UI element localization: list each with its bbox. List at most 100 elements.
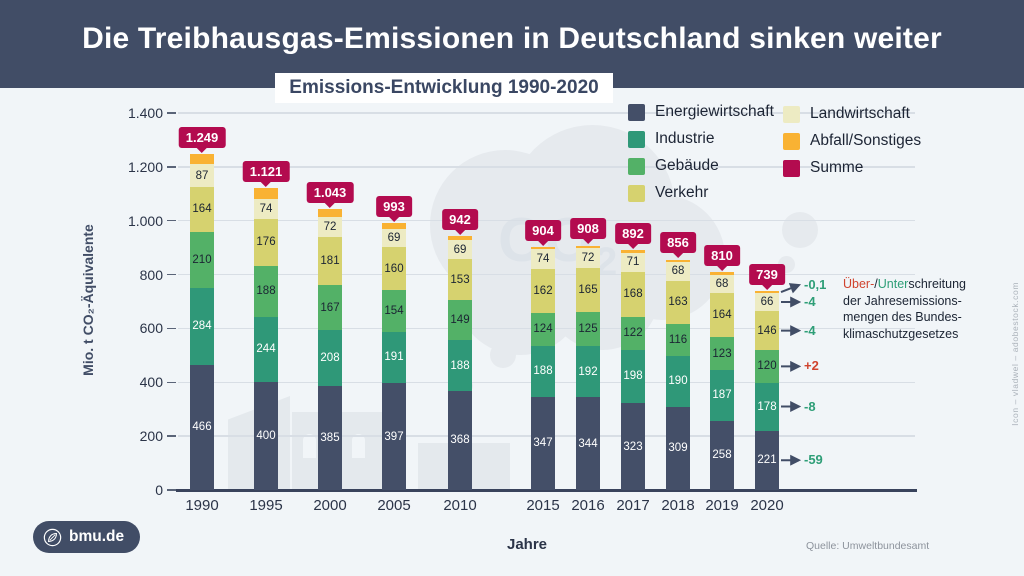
bar-segment: 87 (190, 163, 214, 188)
total-badge: 1.043 (306, 182, 354, 209)
bar-segment: 178 (755, 382, 779, 431)
watermark-cloud-bubble (490, 342, 516, 368)
stacked-bar: 221 178 120 146 66 (755, 291, 779, 490)
bar-segment: 122 (621, 316, 645, 350)
y-tick-mark (167, 327, 176, 330)
bar-segment: 258 (710, 420, 734, 490)
y-tick-label: 200 (139, 428, 163, 445)
x-tick-label: 2019 (705, 497, 739, 514)
legend-swatch (628, 130, 645, 148)
legend-swatch (783, 132, 800, 150)
bar-segment: 72 (576, 248, 600, 268)
watermark-circle (782, 212, 818, 248)
total-badge: 904 (525, 219, 561, 246)
bar-segment: 69 (382, 228, 406, 248)
bar-segment: 192 (576, 345, 600, 398)
y-tick-mark (167, 489, 176, 491)
x-tick-label: 2016 (571, 497, 605, 514)
bar-segment (254, 188, 278, 199)
legend-column: Landwirtschaft Abfall/Sonstiges Summe (783, 105, 921, 186)
legend-swatch (783, 105, 800, 123)
bar-segment: 191 (382, 331, 406, 384)
legend-item: Gebäude (628, 157, 774, 175)
legend-label: Energiewirtschaft (655, 103, 774, 120)
x-axis-line (176, 489, 917, 492)
bar-segment (621, 249, 645, 253)
bar-segment (710, 271, 734, 275)
legend-label: Landwirtschaft (810, 105, 910, 122)
y-tick-label: 1.200 (127, 158, 163, 175)
x-tick-label: 2000 (313, 497, 347, 514)
legend-label: Verkehr (655, 184, 709, 201)
legend-label: Gebäude (655, 157, 719, 174)
bar-segment: 163 (666, 280, 690, 325)
bar-segment: 188 (531, 345, 555, 397)
total-badge: 1.121 (242, 161, 290, 188)
delta-value: -8 (804, 398, 816, 414)
legend-swatch (628, 157, 645, 175)
bar-segment: 168 (621, 271, 645, 317)
legend-swatch (783, 159, 800, 177)
page-title: Die Treibhausgas-Emissionen in Deutschla… (82, 22, 942, 55)
legend-label: Abfall/Sonstiges (810, 132, 922, 149)
bar-segment (531, 246, 555, 250)
bar-segment: 68 (666, 262, 690, 281)
y-axis-label: Mio. t CO₂-Äquivalente (80, 224, 96, 376)
delta-value: -4 (804, 322, 816, 338)
bar-segment: 284 (190, 288, 214, 365)
total-badge: 993 (376, 195, 412, 222)
bar-segment: 181 (318, 236, 342, 286)
y-tick-label: 800 (139, 266, 163, 283)
bar-segment (190, 153, 214, 164)
stacked-bar: 309 190 116 163 68 (666, 259, 690, 490)
bmu-brand-badge: bmu.de (33, 521, 141, 553)
total-badge: 892 (615, 222, 651, 249)
bar-segment: 165 (576, 267, 600, 313)
bar-segment (382, 222, 406, 229)
total-badge: 1.249 (178, 126, 226, 153)
bar-segment: 244 (254, 316, 278, 383)
x-axis-title: Jahre (506, 536, 548, 553)
bar-segment: 221 (755, 430, 779, 490)
bar-segment: 167 (318, 285, 342, 331)
bar-segment: 347 (531, 396, 555, 490)
legend-swatch (628, 103, 645, 121)
x-tick-label: 2005 (377, 497, 411, 514)
legend-item: Verkehr (628, 184, 774, 202)
bar-segment: 160 (382, 247, 406, 291)
bar-segment: 208 (318, 330, 342, 387)
gridline (178, 112, 915, 114)
total-badge: 856 (660, 232, 696, 259)
watermark-factory-window (303, 434, 316, 458)
bar-segment: 190 (666, 355, 690, 407)
bar-segment: 124 (531, 312, 555, 346)
watermark-factory-window (352, 434, 365, 458)
stacked-bar: 347 188 124 162 74 (531, 246, 555, 490)
y-tick-label: 0 (155, 482, 163, 498)
bar-segment: 154 (382, 290, 406, 332)
x-tick-label: 2020 (750, 497, 784, 514)
bar-segment: 188 (448, 340, 472, 391)
x-tick-label: 2015 (526, 497, 560, 514)
y-tick-label: 400 (139, 374, 163, 391)
stacked-bar: 258 187 123 164 68 (710, 271, 734, 490)
bar-segment (576, 245, 600, 249)
bar-segment: 74 (254, 198, 278, 219)
bar-segment: 116 (666, 324, 690, 356)
legend-column: Energiewirtschaft Industrie Gebäude Verkehr (628, 103, 774, 211)
stacked-bar: 466 284 210 164 87 (190, 153, 214, 490)
chart-subtitle: Emissions-Entwicklung 1990-2020 (275, 73, 613, 103)
stacked-bar: 344 192 125 165 72 (576, 245, 600, 490)
delta-value: +2 (804, 358, 819, 374)
leaf-icon (43, 528, 62, 547)
bar-segment: 72 (318, 217, 342, 237)
legend-swatch (628, 184, 645, 202)
gridline (178, 166, 915, 168)
bar-segment: 176 (254, 218, 278, 266)
bar-segment: 344 (576, 397, 600, 490)
bar-segment: 153 (448, 258, 472, 301)
bar-segment: 368 (448, 390, 472, 490)
bar-segment (666, 259, 690, 263)
note-ueber: Über- (843, 277, 875, 291)
